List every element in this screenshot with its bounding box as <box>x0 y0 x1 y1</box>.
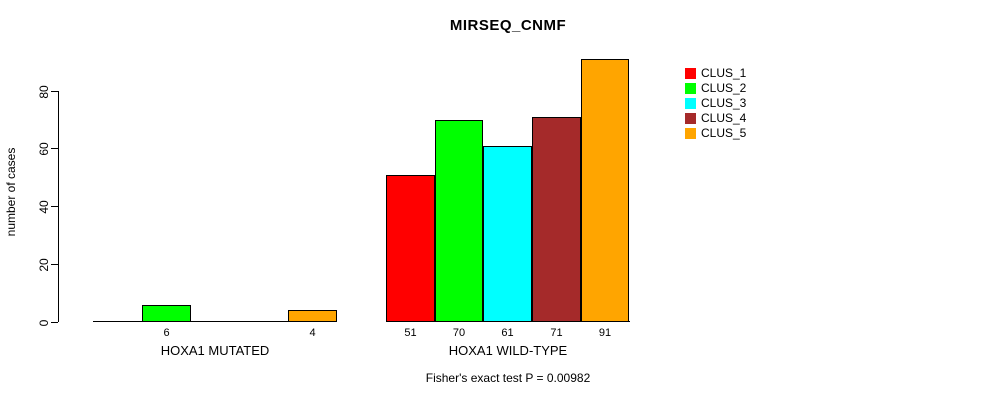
bar-clus_2-group2 <box>435 120 483 322</box>
y-axis-line <box>58 91 59 322</box>
legend-label: CLUS_4 <box>701 111 747 125</box>
bar-value-label: 51 <box>404 327 417 339</box>
y-tick-mark <box>51 148 58 149</box>
bar-value-label: 70 <box>452 327 466 339</box>
y-tick-label: 60 <box>37 141 51 156</box>
bar-clus_5-group2 <box>581 59 629 322</box>
y-axis-label: number of cases <box>4 147 18 237</box>
legend: CLUS_1 CLUS_2 CLUS_3 CLUS_4 CLUS_5 <box>685 66 746 141</box>
bar-clus_4-group2 <box>532 117 581 322</box>
legend-label: CLUS_2 <box>701 81 747 95</box>
legend-item: CLUS_1 <box>685 66 746 81</box>
y-tick-label: 20 <box>37 257 51 272</box>
y-tick-mark <box>51 91 58 92</box>
legend-item: CLUS_2 <box>685 81 746 96</box>
legend-swatch-clus_3 <box>685 98 696 109</box>
y-tick-label: 80 <box>37 84 51 99</box>
y-tick-mark <box>51 206 58 207</box>
legend-swatch-clus_1 <box>685 68 696 79</box>
y-tick-label: 0 <box>37 319 51 326</box>
y-tick-label: 40 <box>37 199 51 214</box>
bar-value-label: 91 <box>598 327 612 339</box>
legend-item: CLUS_5 <box>685 126 746 141</box>
legend-label: CLUS_3 <box>701 96 747 110</box>
group-label-hoxa1-wild-type: HOXA1 WILD-TYPE <box>448 343 568 358</box>
bar-value-label: 71 <box>550 327 563 339</box>
bar-value-label: 61 <box>501 327 514 339</box>
y-tick-mark <box>51 322 58 323</box>
legend-label: CLUS_5 <box>701 126 747 140</box>
legend-swatch-clus_4 <box>685 113 696 124</box>
legend-swatch-clus_5 <box>685 128 696 139</box>
bar-clus_3-group2 <box>483 146 532 322</box>
y-tick-mark <box>51 264 58 265</box>
bar-value-label: 6 <box>163 327 170 339</box>
chart-title: MIRSEQ_CNMF <box>449 17 567 34</box>
group-label-hoxa1-mutated: HOXA1 MUTATED <box>160 343 270 358</box>
legend-label: CLUS_1 <box>701 66 747 80</box>
legend-item: CLUS_4 <box>685 111 746 126</box>
legend-swatch-clus_2 <box>685 83 696 94</box>
legend-item: CLUS_3 <box>685 96 746 111</box>
bar-clus_2-group1 <box>142 305 191 322</box>
group-baseline <box>93 321 337 322</box>
bar-clus_5-group1 <box>288 310 337 322</box>
bar-value-label: 4 <box>309 327 316 339</box>
bar-clus_1-group2 <box>386 175 435 322</box>
fisher-test-footnote: Fisher's exact test P = 0.00982 <box>425 371 591 385</box>
